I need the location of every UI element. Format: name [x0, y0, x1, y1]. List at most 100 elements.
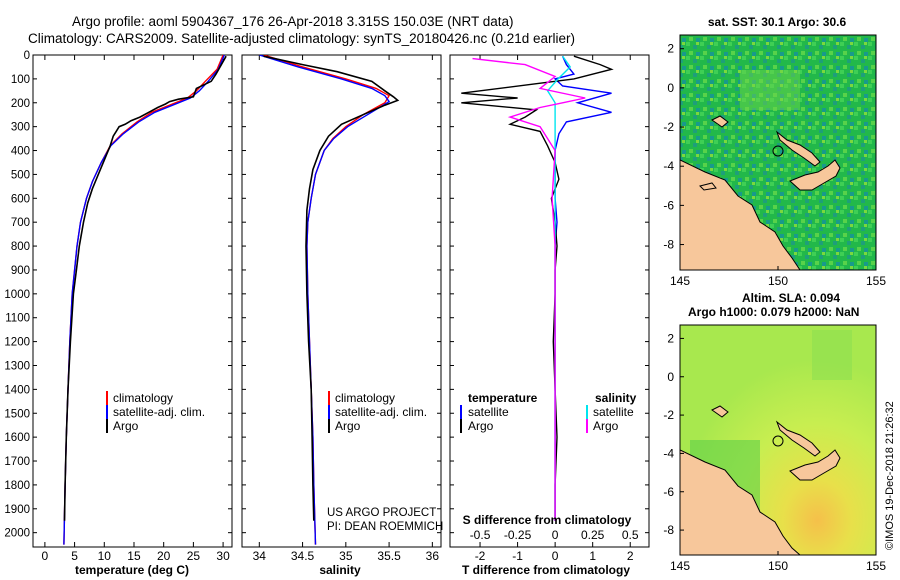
- salinity-tick-label: 36: [426, 549, 440, 563]
- depth-tick-label: 1900: [4, 504, 30, 516]
- salinity-xlabel: salinity: [319, 563, 361, 577]
- difference-top-label: S difference from climatology: [463, 513, 632, 527]
- legend-satellite-label: satellite-adj. clim.: [335, 405, 427, 419]
- sla-lat-label: 2: [667, 331, 674, 345]
- difference-panel-frame: [449, 54, 650, 548]
- sla-land-new-guinea: [680, 449, 801, 555]
- temperature-panel-frame: [32, 54, 233, 548]
- sst-warm-patch: [740, 70, 800, 110]
- sla-lon-label: 155: [866, 559, 886, 573]
- depth-tick-label: 1600: [4, 432, 30, 444]
- sla-land-islands: [711, 405, 729, 418]
- sla-argo-location-marker: [772, 435, 784, 447]
- difference-t-tick-label: -2: [475, 549, 486, 563]
- legend-argo-label: Argo: [335, 419, 361, 433]
- sst-land-islands: [699, 115, 729, 191]
- sla-lon-label: 150: [768, 559, 788, 573]
- legend-satellite-label: satellite-adj. clim.: [113, 405, 205, 419]
- salinity-tick-label: 35: [339, 549, 353, 563]
- difference-s-tick-label: 0: [552, 528, 559, 542]
- sst-lat-label: 2: [667, 42, 674, 56]
- sla-land-new-ireland: [775, 420, 821, 457]
- credit-pi: PI: DEAN ROEMMICH: [327, 521, 443, 533]
- series-climatology: [263, 55, 391, 545]
- temperature-tick-label: 0: [42, 549, 49, 563]
- series-temperature-Argo: [461, 55, 614, 521]
- depth-tick-label: 1400: [4, 384, 30, 396]
- legend-s-argo-label: Argo: [593, 419, 619, 433]
- salinity-panel-frame: [241, 54, 442, 548]
- sst-lat-label: -6: [663, 198, 674, 212]
- difference-s-tick-label: 0.5: [622, 528, 639, 542]
- series-salinity-Argo: [472, 57, 586, 521]
- sla-map-ticks: 145 150 155 2 0 -2 -4 -6 -8: [663, 331, 886, 573]
- temperature-series: [63, 55, 227, 545]
- temperature-tick-label: 25: [187, 549, 201, 563]
- sst-lon-label: 145: [670, 274, 690, 288]
- sla-map: [680, 325, 876, 555]
- salinity-tick-label: 35.5: [377, 549, 401, 563]
- depth-tick-label: 700: [11, 217, 30, 229]
- credit-project: US ARGO PROJECT: [327, 507, 436, 519]
- difference-t-tick-label: 0: [552, 549, 559, 563]
- sla-green-patch-2: [812, 330, 852, 380]
- difference-t-tick-label: -1: [512, 549, 523, 563]
- sst-lon-label: 155: [866, 274, 886, 288]
- header-line2: Climatology: CARS2009. Satellite-adjuste…: [28, 31, 575, 46]
- depth-tick-label: 1300: [4, 360, 30, 372]
- difference-legend: temperature satellite Argo salinity sate…: [460, 391, 637, 433]
- temperature-tick-label: 20: [157, 549, 171, 563]
- depth-tick-label: 0: [24, 50, 30, 62]
- legend-climatology-label: climatology: [113, 391, 173, 405]
- temperature-tick-label: 5: [71, 549, 78, 563]
- legend-salinity-title: salinity: [595, 391, 637, 405]
- series-argo: [263, 55, 400, 521]
- depth-tick-label: 2000: [4, 528, 30, 540]
- depth-tick-label: 400: [11, 146, 30, 158]
- depth-tick-label: 1700: [4, 456, 30, 468]
- legend-t-satellite-label: satellite: [468, 405, 509, 419]
- temperature-tick-label: 30: [216, 549, 230, 563]
- depth-tick-label: 800: [11, 241, 30, 253]
- legend-t-argo-label: Argo: [468, 419, 494, 433]
- legend-s-satellite-label: satellite: [593, 405, 634, 419]
- legend-argo-label: Argo: [113, 419, 139, 433]
- depth-tick-label: 100: [11, 74, 30, 86]
- difference-series: [461, 55, 614, 521]
- sla-lat-label: -2: [663, 408, 674, 422]
- header-line1: Argo profile: aoml 5904367_176 26-Apr-20…: [72, 14, 514, 29]
- depth-tick-label: 1200: [4, 337, 30, 349]
- legend-climatology-label: climatology: [335, 391, 395, 405]
- difference-s-tick-label: -0.25: [504, 528, 532, 542]
- temperature-legend: climatology satellite-adj. clim. Argo: [106, 391, 205, 433]
- sst-lat-label: -8: [663, 238, 674, 252]
- difference-t-tick-label: 1: [589, 549, 596, 563]
- series-climatology: [63, 55, 224, 545]
- sla-map-title1: Altim. SLA: 0.094: [742, 291, 840, 305]
- depth-tick-label: 1800: [4, 480, 30, 492]
- series-satellite-adj-clim: [259, 55, 391, 545]
- salinity-tick-label: 34: [253, 549, 267, 563]
- series-temperature-satellite: [553, 55, 612, 521]
- profile-axes: 0 5 10 15 20 25 30 34 34.5 35 35.5 36 -2 -1 0 1 2 -0.5 -0.…: [42, 55, 639, 563]
- difference-t-tick-label: 2: [627, 549, 634, 563]
- difference-s-tick-label: -0.5: [470, 528, 491, 542]
- sla-map-title2: Argo h1000: 0.079 h2000: NaN: [688, 305, 859, 319]
- depth-tick-label: 1000: [4, 289, 30, 301]
- sst-map: [680, 35, 876, 270]
- temperature-tick-label: 15: [127, 549, 141, 563]
- sla-lat-label: -8: [663, 523, 674, 537]
- sst-lat-label: -4: [663, 159, 674, 173]
- legend-temperature-title: temperature: [468, 391, 538, 405]
- depth-tick-label: 900: [11, 265, 30, 277]
- sla-lat-label: -6: [663, 485, 674, 499]
- sst-lon-label: 150: [768, 274, 788, 288]
- depth-axis: 0 100 200 300 400 500 600 700 800 900 1000 1100 1200…: [4, 50, 649, 540]
- series-satellite-adj-clim: [63, 55, 225, 545]
- difference-s-tick-label: 0.25: [581, 528, 605, 542]
- sst-map-title: sat. SST: 30.1 Argo: 30.6: [708, 15, 847, 29]
- temperature-tick-label: 10: [98, 549, 112, 563]
- series-argo: [63, 55, 227, 521]
- difference-xlabel: T difference from climatology: [462, 563, 630, 577]
- sst-argo-location-marker: [772, 145, 784, 157]
